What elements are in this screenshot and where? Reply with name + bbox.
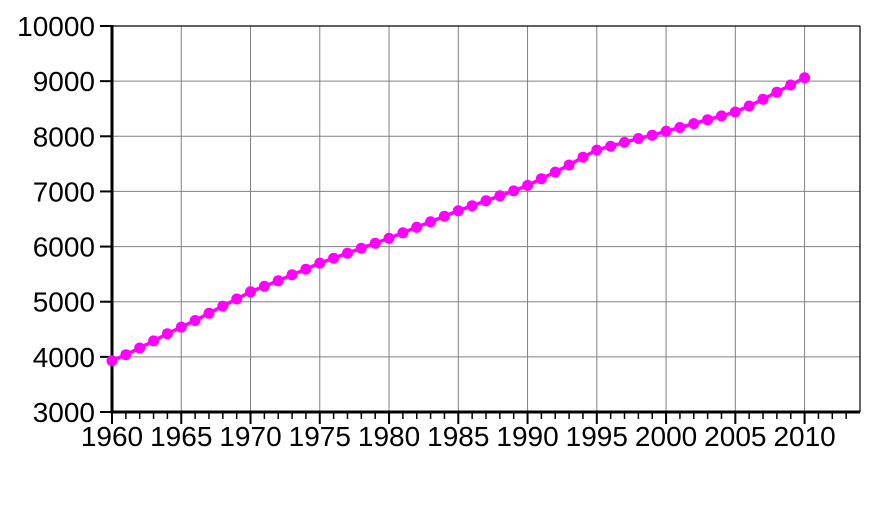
data-point	[688, 118, 700, 130]
data-point	[328, 252, 340, 264]
data-point	[369, 237, 381, 249]
data-point	[716, 110, 727, 122]
x-tick-label: 2005	[704, 421, 766, 452]
data-point	[508, 185, 520, 197]
data-point	[674, 122, 686, 133]
data-series	[106, 72, 811, 367]
data-point	[729, 106, 741, 118]
data-point	[660, 125, 672, 137]
data-point	[175, 321, 187, 333]
data-point	[355, 242, 367, 254]
y-tick-label: 9000	[33, 66, 95, 97]
y-tick-label: 5000	[33, 287, 95, 318]
data-point	[272, 275, 284, 287]
x-tick-label: 1960	[81, 421, 143, 452]
data-point	[494, 190, 506, 202]
data-point	[480, 195, 492, 207]
x-tick-label: 1970	[219, 421, 281, 452]
gridlines	[111, 25, 860, 413]
x-tick-label: 1975	[289, 421, 351, 452]
data-point	[120, 349, 132, 361]
x-tick-label: 1965	[150, 421, 212, 452]
axis-ticks	[100, 25, 847, 424]
data-point	[646, 129, 658, 141]
x-tick-label: 2000	[635, 421, 697, 452]
x-tick-label: 1980	[358, 421, 420, 452]
data-point	[619, 136, 630, 148]
data-point	[134, 342, 146, 354]
y-tick-label: 4000	[33, 342, 95, 373]
y-tick-label: 3000	[33, 397, 95, 428]
data-point	[632, 133, 644, 144]
data-point	[342, 247, 353, 259]
data-point	[425, 216, 437, 228]
data-point	[757, 93, 769, 105]
x-tick-label: 2010	[773, 421, 835, 452]
data-point	[743, 100, 755, 112]
y-tick-label: 6000	[33, 232, 95, 263]
data-point	[106, 355, 118, 367]
data-point	[438, 210, 450, 222]
y-tick-label: 7000	[33, 176, 95, 207]
data-point	[785, 79, 797, 91]
data-point	[577, 151, 589, 163]
data-point	[161, 328, 173, 340]
data-point	[314, 257, 326, 269]
data-point	[771, 86, 783, 98]
y-tick-label: 10000	[17, 11, 95, 42]
data-point	[466, 200, 478, 212]
data-point	[591, 144, 603, 156]
y-tick-label: 8000	[33, 121, 95, 152]
data-point	[286, 269, 298, 281]
plot-frame	[110, 25, 861, 414]
data-point	[452, 205, 464, 217]
data-point	[535, 173, 547, 185]
data-point	[702, 114, 714, 126]
data-point	[203, 307, 215, 319]
data-point	[383, 232, 395, 244]
data-point	[258, 280, 270, 292]
data-point	[411, 221, 423, 233]
data-point	[522, 179, 534, 191]
data-point	[148, 335, 160, 347]
x-tick-label: 1990	[496, 421, 558, 452]
x-tick-label: 1995	[566, 421, 628, 452]
x-tick-label: 1985	[427, 421, 489, 452]
data-point	[217, 300, 229, 312]
data-point	[549, 166, 561, 178]
data-point	[605, 140, 617, 152]
data-point	[563, 159, 575, 171]
data-point	[300, 263, 312, 275]
data-point	[397, 227, 409, 239]
data-point	[189, 315, 201, 326]
data-point	[245, 286, 256, 298]
data-point	[799, 72, 811, 84]
data-point	[231, 293, 243, 305]
axis-tick-labels: 3000 4000 5000 6000 7000 8000 9000 10000 1960 196…	[17, 11, 836, 452]
